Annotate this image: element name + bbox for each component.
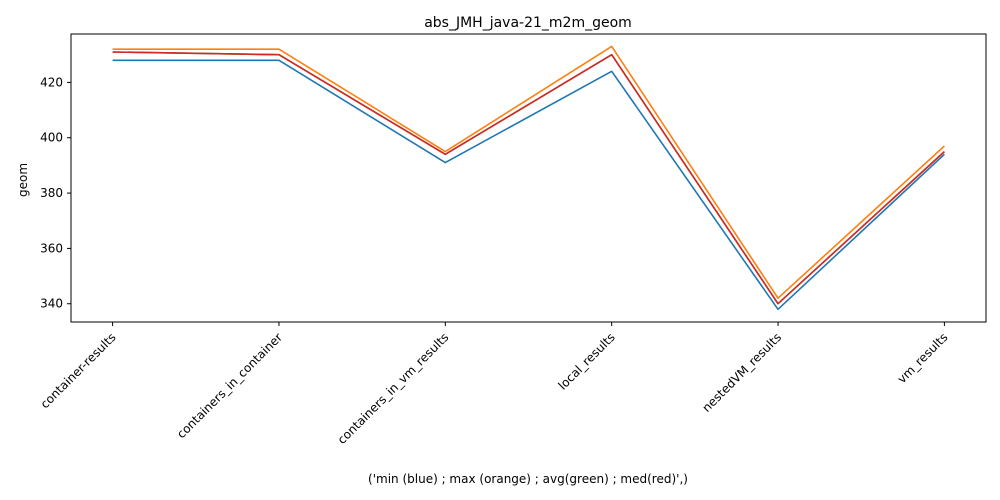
chart-title: abs_JMH_java-21_m2m_geom — [424, 15, 632, 31]
x-tick-label: containers_in_container — [174, 330, 285, 441]
ticks-layer: 340 360 380 400 420 container-results containe… — [38, 75, 951, 447]
y-tick-label: 360 — [40, 241, 63, 255]
series-layer — [112, 45, 945, 311]
x-tick-label: vm_results — [895, 330, 951, 386]
y-tick-label: 340 — [40, 297, 63, 311]
x-tick-label: container-results — [38, 330, 119, 411]
y-tick-label: 420 — [40, 75, 63, 89]
y-tick-label: 380 — [40, 186, 63, 200]
x-tick-label: local_results — [555, 330, 617, 392]
series-line-3 — [112, 45, 945, 300]
plot-frame — [70, 33, 987, 323]
y-axis-label: geom — [16, 163, 30, 197]
series-line-2 — [112, 51, 945, 305]
x-tick-label: containers_in_vm_results — [335, 330, 452, 447]
y-tick-label: 400 — [40, 131, 63, 145]
series-line-0 — [112, 59, 945, 311]
x-tick-label: nestedVM_results — [700, 330, 785, 415]
x-axis-label: ('min (blue) ; max (orange) ; avg(green)… — [368, 472, 688, 486]
